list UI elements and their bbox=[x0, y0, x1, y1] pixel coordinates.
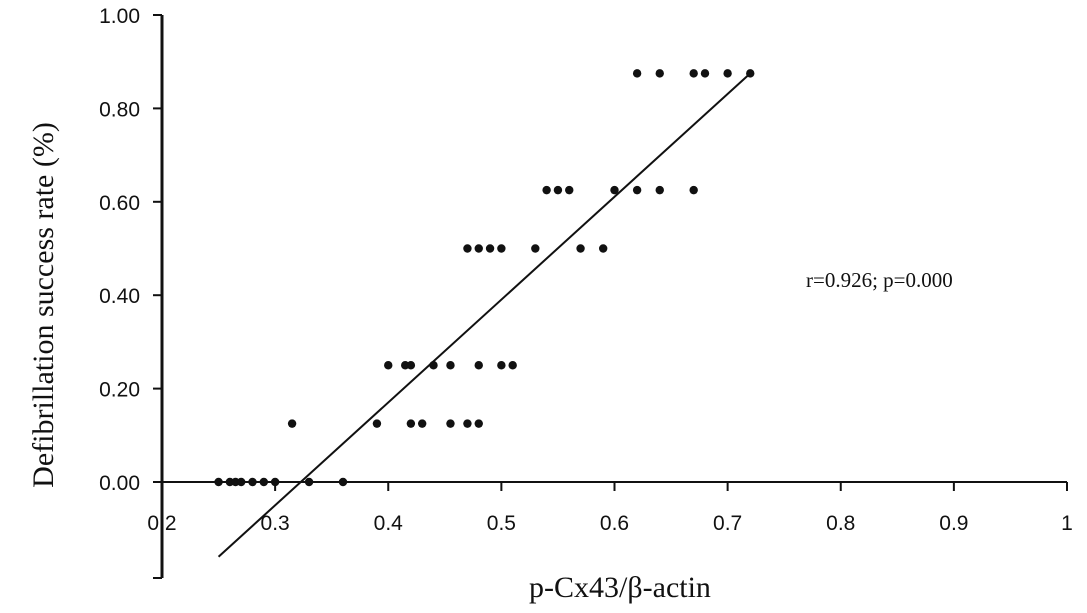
data-point bbox=[338, 477, 348, 487]
data-point bbox=[655, 185, 664, 195]
data-point bbox=[474, 419, 483, 428]
data-point bbox=[446, 419, 455, 428]
data-point bbox=[236, 477, 246, 487]
regression-line-group bbox=[217, 72, 751, 558]
data-point bbox=[576, 244, 585, 253]
data-point bbox=[598, 244, 608, 253]
x-tick-label: 0.6 bbox=[600, 512, 629, 535]
data-point bbox=[372, 419, 382, 428]
data-point bbox=[417, 419, 427, 428]
data-point bbox=[259, 477, 269, 487]
data-point bbox=[531, 244, 540, 253]
data-point bbox=[565, 185, 574, 195]
regression-line bbox=[217, 72, 751, 558]
axes bbox=[153, 15, 1067, 579]
data-point bbox=[746, 69, 755, 78]
x-tick-label: 0.2 bbox=[147, 512, 176, 535]
x-tick-label: 0.9 bbox=[939, 512, 968, 535]
data-point bbox=[463, 419, 472, 428]
x-tick-label: 0.3 bbox=[261, 512, 290, 535]
correlation-annotation: r=0.926; p=0.000 bbox=[806, 268, 953, 292]
data-point bbox=[508, 361, 517, 370]
y-tick-label: 1.00 bbox=[99, 5, 140, 28]
x-tick-label: 1 bbox=[1061, 512, 1073, 535]
y-tick-label: 0.20 bbox=[99, 379, 140, 402]
data-point bbox=[632, 69, 642, 78]
data-point bbox=[304, 477, 314, 487]
x-tick-label: 0.4 bbox=[374, 512, 404, 535]
data-point bbox=[655, 69, 664, 78]
y-axis-title: Defibrillation success rate (%) bbox=[27, 122, 60, 488]
data-points bbox=[214, 69, 755, 487]
data-point bbox=[497, 244, 506, 253]
y-tick-label: 0.60 bbox=[99, 192, 140, 215]
data-point bbox=[463, 244, 472, 253]
data-point bbox=[214, 477, 223, 487]
data-point bbox=[248, 477, 257, 487]
y-tick-label: 0.00 bbox=[99, 472, 140, 495]
data-point bbox=[485, 244, 495, 253]
data-point bbox=[474, 244, 483, 253]
data-point bbox=[474, 361, 483, 370]
x-tick-label: 0.5 bbox=[487, 512, 516, 535]
data-point bbox=[406, 419, 416, 428]
y-tick-label: 0.40 bbox=[99, 285, 140, 308]
data-point bbox=[287, 419, 297, 428]
x-tick-label: 0.7 bbox=[713, 512, 742, 535]
axis-ticks: 0.00 0.20 0.40 0.60 0.80 1.00 0.2 0.3 0.4 0.5 0.6 0… bbox=[99, 5, 1073, 535]
data-point bbox=[632, 185, 642, 195]
data-point bbox=[689, 69, 698, 78]
data-point bbox=[689, 185, 698, 195]
data-point bbox=[406, 361, 416, 370]
data-point bbox=[723, 69, 732, 78]
data-point bbox=[429, 361, 438, 370]
data-point bbox=[497, 361, 506, 370]
x-tick-label: 0.8 bbox=[826, 512, 855, 535]
data-point bbox=[270, 477, 280, 487]
y-tick-label: 0.80 bbox=[99, 98, 140, 121]
data-point bbox=[542, 185, 551, 195]
data-point bbox=[384, 361, 393, 370]
data-point bbox=[610, 185, 619, 195]
data-point bbox=[446, 361, 455, 370]
data-point bbox=[553, 185, 563, 195]
data-point bbox=[700, 69, 710, 78]
x-axis-title: p-Cx43/β-actin bbox=[529, 571, 711, 604]
